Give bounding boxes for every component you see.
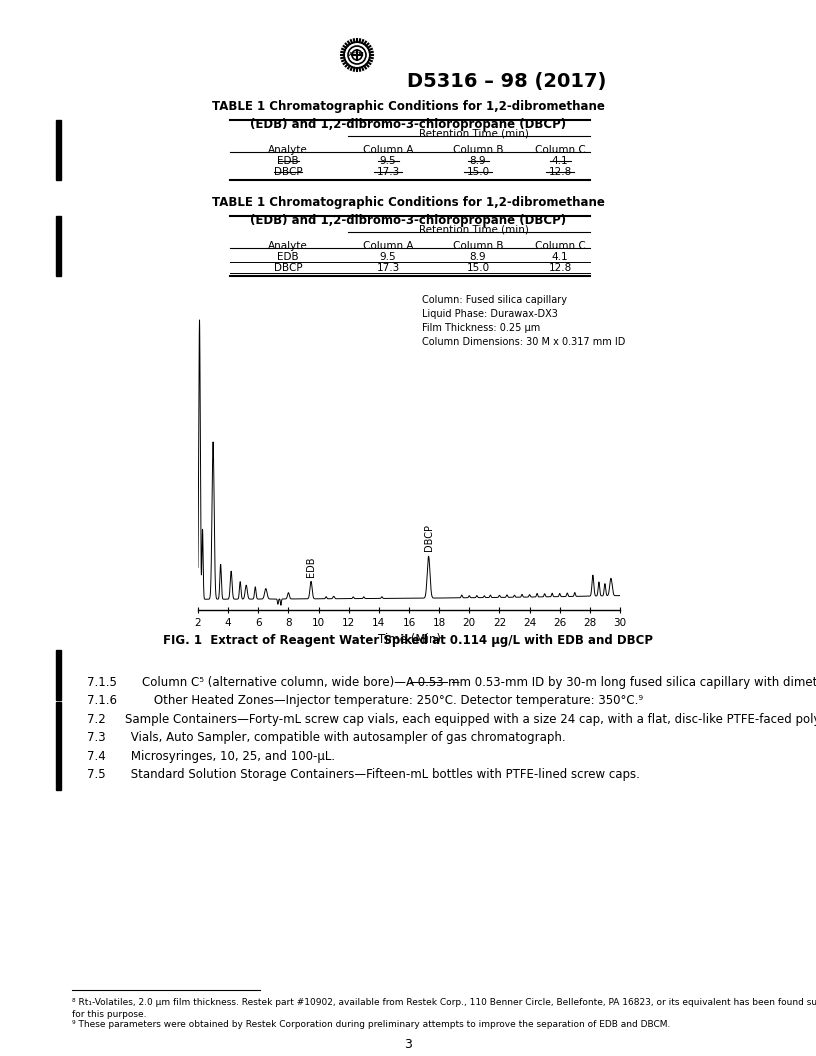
Text: 4.1: 4.1: [552, 156, 568, 166]
Text: Column A: Column A: [363, 241, 413, 251]
Text: Column B: Column B: [453, 241, 503, 251]
Text: FIG. 1  Extract of Reagent Water Spiked at 0.114 μg/L with EDB and DBCP: FIG. 1 Extract of Reagent Water Spiked a…: [163, 634, 653, 647]
Text: ⁹ These parameters were obtained by Restek Corporation during preliminary attemp: ⁹ These parameters were obtained by Rest…: [72, 1020, 671, 1029]
Text: EDB: EDB: [277, 156, 299, 166]
Text: Retention Time (min): Retention Time (min): [419, 225, 529, 235]
Text: Column A: Column A: [363, 145, 413, 155]
Text: ASTM: ASTM: [349, 53, 365, 57]
Text: Analyte: Analyte: [268, 145, 308, 155]
Text: Retention Time (min): Retention Time (min): [419, 129, 529, 139]
Text: 4.1: 4.1: [552, 252, 568, 262]
Text: DBCP: DBCP: [424, 524, 433, 550]
Text: TABLE 1 Chromatographic Conditions for 1,2-dibromethane
(EDB) and 1,2-dibromo-3-: TABLE 1 Chromatographic Conditions for 1…: [211, 196, 605, 227]
Bar: [56, 120, 61, 180]
Text: D5316 – 98 (2017): D5316 – 98 (2017): [407, 72, 606, 91]
Text: 17.3: 17.3: [376, 263, 400, 274]
Text: DBCP: DBCP: [273, 167, 302, 177]
Text: EDB: EDB: [306, 557, 316, 577]
Text: Column: Fused silica capillary
Liquid Phase: Durawax-DX3
Film Thickness: 0.25 μm: Column: Fused silica capillary Liquid Ph…: [422, 295, 625, 346]
Text: 17.3: 17.3: [376, 167, 400, 177]
Text: 9.5: 9.5: [379, 156, 397, 166]
Text: 12.8: 12.8: [548, 167, 572, 177]
Text: TABLE 1 Chromatographic Conditions for 1,2-dibromethane
(EDB) and 1,2-dibromo-3-: TABLE 1 Chromatographic Conditions for 1…: [211, 100, 605, 131]
Text: EDB: EDB: [277, 252, 299, 262]
Text: 9.5: 9.5: [379, 252, 397, 262]
Bar: [56, 650, 61, 700]
X-axis label: Time (Min): Time (Min): [378, 634, 441, 646]
Text: Column C: Column C: [534, 145, 585, 155]
Text: 15.0: 15.0: [467, 263, 490, 274]
Text: ⁸ Rt₁-Volatiles, 2.0 μm film thickness. Restek part #10902, available from Reste: ⁸ Rt₁-Volatiles, 2.0 μm film thickness. …: [72, 998, 816, 1019]
Text: 15.0: 15.0: [467, 167, 490, 177]
Text: DBCP: DBCP: [273, 263, 302, 274]
Text: 3: 3: [404, 1037, 412, 1051]
Text: 7.1.5    Column C⁵ (alternative column, wide bore)—A ̶0̶.̶5̶3̶-̶m̶m 0.53-mm ID b: 7.1.5 Column C⁵ (alternative column, wid…: [72, 676, 816, 781]
Text: 12.8: 12.8: [548, 263, 572, 274]
Text: Column C: Column C: [534, 241, 585, 251]
Text: 8.9: 8.9: [470, 252, 486, 262]
Text: Column B: Column B: [453, 145, 503, 155]
Bar: [56, 216, 61, 276]
Text: Analyte: Analyte: [268, 241, 308, 251]
Text: 8.9: 8.9: [470, 156, 486, 166]
Bar: [56, 702, 61, 790]
